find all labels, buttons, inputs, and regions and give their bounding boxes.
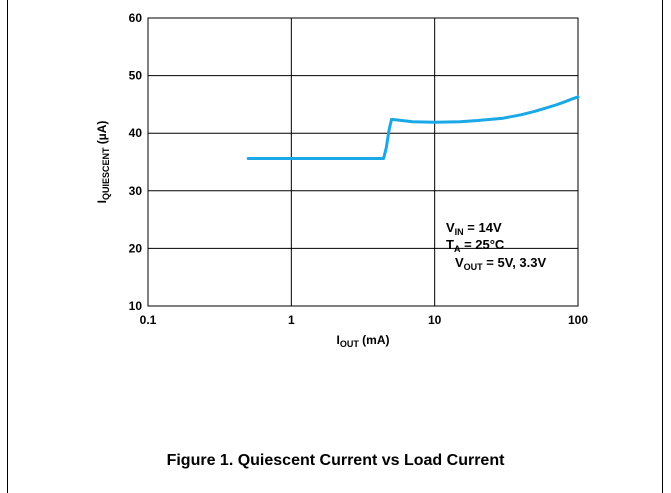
figure-caption: Figure 1. Quiescent Current vs Load Curr… [166,452,505,469]
y-tick-label: 10 [129,299,143,313]
x-axis-label: IOUT (mA) [336,333,389,349]
x-tick-label: 0.1 [140,313,157,327]
y-tick-label: 60 [129,11,143,25]
x-tick-label: 1 [288,313,295,327]
series-line [246,95,580,160]
annotation-ta: TA = 25°C [446,237,505,254]
annotation-vin: VIN = 14V [446,220,502,237]
series [246,95,580,160]
y-tick-label: 40 [129,126,143,140]
annotation-vout: VOUT = 5V, 3.3V [455,255,546,272]
y-axis-label: IQUIESCENT (µA) [95,121,111,204]
y-tick-label: 30 [129,184,143,198]
grid [148,18,578,306]
x-tick-label: 10 [428,313,442,327]
chart: 0.1 1 10 100 10 20 30 40 50 60 IOUT (mA) IQUIESCE… [95,11,589,349]
tick-labels: 0.1 1 10 100 10 20 30 40 50 60 [129,11,589,327]
plot-border [147,17,579,307]
y-tick-label: 50 [129,69,143,83]
x-tick-label: 100 [568,313,588,327]
annotation: VIN = 14V TA = 25°C VOUT = 5V, 3.3V [446,220,546,272]
figure-frame [7,0,663,493]
y-tick-label: 20 [129,241,143,255]
